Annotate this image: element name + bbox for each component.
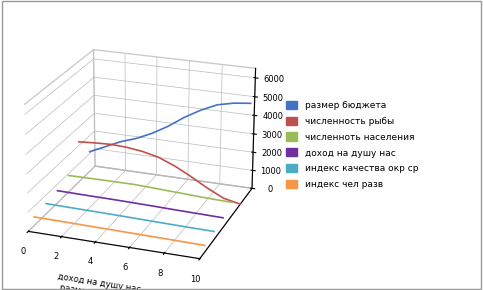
X-axis label: доход на душу нас
размер бюджета: доход на душу нас размер бюджета <box>55 272 142 290</box>
Legend: размер бюджета, численность рыбы, численноть населения, доход на душу нас, индек: размер бюджета, численность рыбы, числен… <box>284 99 420 191</box>
